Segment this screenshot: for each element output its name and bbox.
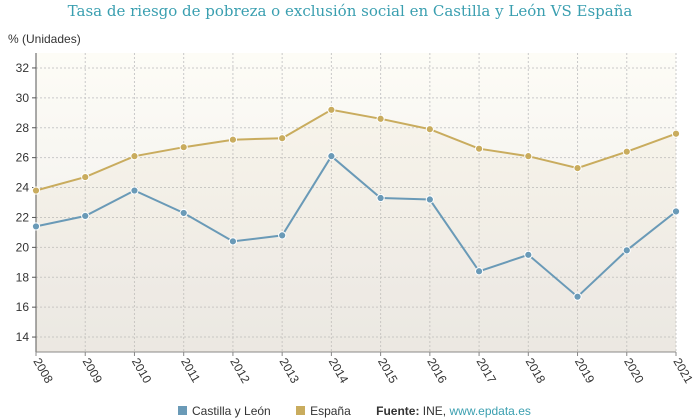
x-tick-label: 2011 — [178, 356, 203, 386]
y-tick-label: 14 — [16, 330, 30, 344]
y-tick-label: 26 — [16, 151, 30, 165]
data-point-series-1[interactable] — [278, 134, 287, 143]
y-tick-label: 16 — [16, 300, 30, 314]
data-point-series-1[interactable] — [130, 152, 139, 161]
data-point-series-1[interactable] — [425, 125, 434, 134]
data-point-series-0[interactable] — [81, 211, 90, 221]
y-axis-label: % (Unidades) — [8, 32, 81, 46]
x-tick-label: 2017 — [473, 356, 499, 386]
x-tick-label: 2010 — [129, 356, 155, 386]
x-tick-label: 2014 — [326, 356, 352, 386]
data-point-series-1[interactable] — [573, 164, 582, 173]
data-point-series-1[interactable] — [671, 129, 681, 138]
x-tick-label: 2013 — [277, 356, 303, 386]
source-label: Fuente: — [376, 404, 420, 418]
x-tick-label: 2018 — [523, 356, 549, 386]
data-point-series-1[interactable] — [81, 172, 90, 182]
x-tick-label: 2008 — [30, 356, 56, 386]
y-tick-label: 22 — [16, 210, 30, 224]
plot-area — [36, 53, 676, 352]
y-tick-label: 30 — [16, 91, 30, 105]
legend-label-series-1: España — [310, 404, 351, 418]
source-link[interactable]: www.epdata.es — [449, 404, 531, 418]
data-point-series-0[interactable] — [31, 222, 41, 231]
data-point-series-1[interactable] — [228, 135, 238, 144]
x-tick-label: 2015 — [375, 356, 401, 386]
data-point-series-1[interactable] — [376, 114, 385, 123]
legend-label-series-0: Castilla y León — [192, 404, 271, 418]
data-point-series-0[interactable] — [622, 246, 631, 255]
data-point-series-1[interactable] — [327, 105, 336, 114]
x-tick-label: 2019 — [572, 356, 598, 386]
legend-item-series-1[interactable]: España — [296, 404, 351, 418]
data-point-series-0[interactable] — [671, 207, 681, 216]
data-point-series-0[interactable] — [524, 250, 533, 259]
y-tick-label: 28 — [16, 121, 30, 135]
data-point-series-0[interactable] — [179, 208, 188, 218]
source-text: INE, — [422, 404, 447, 418]
series-area-1 — [36, 109, 676, 352]
series-line-1 — [35, 108, 677, 192]
x-tick-label: 2012 — [227, 356, 253, 386]
data-point-series-0[interactable] — [474, 267, 484, 276]
x-tick-label: 2021 — [670, 356, 696, 386]
data-point-series-0[interactable] — [425, 195, 434, 204]
data-point-series-0[interactable] — [573, 292, 582, 301]
x-tick-label: 2020 — [621, 356, 647, 386]
source-credit: Fuente: INE, www.epdata.es — [376, 404, 531, 418]
data-point-series-1[interactable] — [622, 147, 631, 156]
y-tick-label: 32 — [16, 61, 30, 75]
data-point-series-0[interactable] — [376, 193, 385, 203]
data-point-series-1[interactable] — [31, 186, 41, 195]
y-tick-label: 20 — [16, 240, 30, 254]
series-line-0 — [35, 154, 677, 299]
data-point-series-1[interactable] — [474, 144, 484, 153]
data-point-series-0[interactable] — [228, 237, 238, 246]
data-point-series-0[interactable] — [130, 186, 139, 195]
chart-title: Tasa de riesgo de pobreza o exclusión so… — [67, 2, 633, 20]
legend-item-series-0[interactable]: Castilla y León — [178, 404, 271, 418]
data-point-series-1[interactable] — [179, 143, 188, 152]
x-tick-label: 2016 — [424, 356, 450, 386]
y-tick-label: 24 — [16, 181, 30, 195]
legend-swatch-series-1 — [296, 406, 306, 415]
x-tick-label: 2009 — [80, 356, 106, 386]
y-tick-label: 18 — [16, 270, 30, 284]
data-point-series-0[interactable] — [327, 152, 336, 161]
legend-swatch-series-0 — [178, 406, 187, 415]
data-point-series-0[interactable] — [278, 231, 287, 240]
data-point-series-1[interactable] — [524, 152, 533, 161]
legend: Castilla y León España Fuente: INE, www.… — [178, 404, 553, 418]
